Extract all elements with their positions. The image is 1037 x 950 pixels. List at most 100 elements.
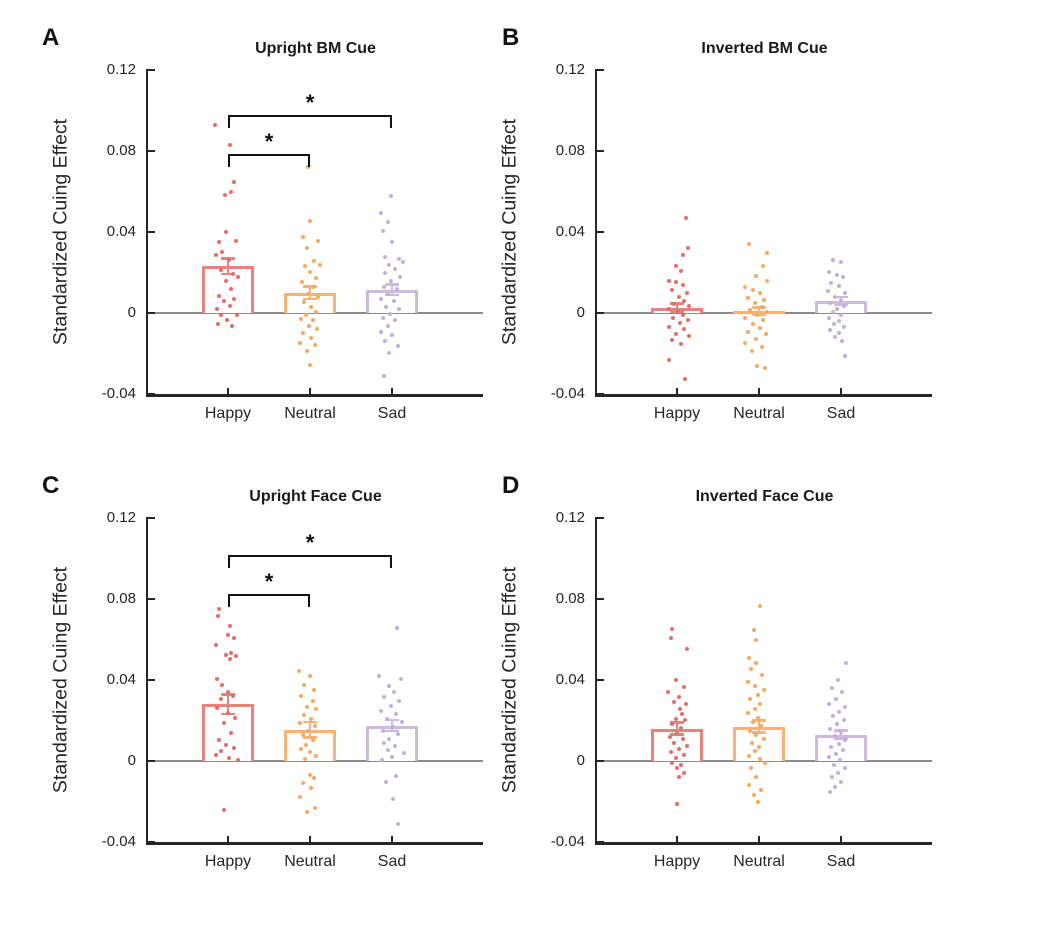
data-point-neutral xyxy=(751,287,755,292)
x-tick xyxy=(308,388,312,394)
error-cap-bottom xyxy=(303,297,317,301)
panel-title-d: Inverted Face Cue xyxy=(695,488,834,505)
data-point-happy xyxy=(674,716,678,721)
data-point-sad xyxy=(385,717,389,722)
y-tick xyxy=(148,149,155,153)
data-point-neutral xyxy=(757,745,761,750)
data-point-happy xyxy=(224,279,228,284)
data-point-neutral xyxy=(309,717,313,722)
data-point-sad xyxy=(833,784,837,789)
panel-title-b: Inverted BM Cue xyxy=(701,40,828,57)
data-point-happy xyxy=(219,749,223,754)
data-point-happy xyxy=(222,720,226,725)
data-point-sad xyxy=(832,762,836,767)
data-point-neutral xyxy=(301,331,305,336)
data-point-neutral xyxy=(753,301,757,306)
data-point-happy xyxy=(679,762,683,767)
error-cap-bottom xyxy=(834,303,848,307)
data-point-happy xyxy=(229,650,233,655)
data-point-happy xyxy=(679,725,683,730)
data-point-neutral xyxy=(301,781,305,786)
data-point-sad xyxy=(402,751,406,756)
y-tick-label: -0.04 xyxy=(101,833,136,850)
x-tick-label-neutral: Neutral xyxy=(733,405,785,422)
data-point-sad xyxy=(837,284,841,289)
data-point-happy xyxy=(675,801,679,806)
y-tick-label: 0 xyxy=(127,752,136,769)
x-axis-spine xyxy=(594,842,932,845)
data-point-happy xyxy=(686,317,690,322)
data-point-neutral xyxy=(309,785,313,790)
data-point-neutral xyxy=(762,736,766,741)
data-point-neutral xyxy=(299,317,303,322)
x-tick xyxy=(308,836,312,842)
x-axis-spine xyxy=(594,394,932,397)
data-point-neutral xyxy=(747,241,751,246)
data-point-neutral xyxy=(314,310,318,315)
data-point-sad xyxy=(379,210,383,215)
data-point-happy xyxy=(669,636,673,641)
data-point-neutral xyxy=(758,291,762,296)
data-point-happy xyxy=(226,690,230,695)
data-point-happy xyxy=(228,303,232,308)
data-point-happy xyxy=(680,712,684,717)
data-point-sad xyxy=(386,220,390,225)
data-point-sad xyxy=(394,712,398,717)
data-point-sad xyxy=(827,269,831,274)
data-point-sad xyxy=(842,324,846,329)
data-point-neutral xyxy=(312,776,316,781)
data-point-neutral xyxy=(747,753,751,758)
data-point-sad xyxy=(832,321,836,326)
y-axis-spine xyxy=(145,69,148,397)
data-point-happy xyxy=(670,337,674,342)
data-point-happy xyxy=(228,142,232,147)
y-tick xyxy=(148,230,155,234)
data-point-neutral xyxy=(746,295,750,300)
data-point-happy xyxy=(227,257,231,262)
error-cap-top xyxy=(385,283,399,286)
data-point-sad xyxy=(387,263,391,267)
data-point-happy xyxy=(677,747,681,752)
y-tick-label: 0.12 xyxy=(106,61,136,78)
data-point-sad xyxy=(386,748,390,753)
data-point-happy xyxy=(236,757,240,762)
data-point-neutral xyxy=(316,238,320,243)
data-point-happy xyxy=(229,730,233,735)
data-point-neutral xyxy=(755,312,759,317)
data-point-neutral xyxy=(754,637,758,642)
data-point-happy xyxy=(226,710,230,715)
x-tick-label-happy: Happy xyxy=(204,405,252,422)
data-point-happy xyxy=(674,756,678,761)
data-point-happy xyxy=(674,331,678,336)
data-point-happy xyxy=(234,238,238,243)
data-point-neutral xyxy=(311,737,315,742)
data-point-neutral xyxy=(758,604,762,609)
data-point-sad xyxy=(395,626,399,631)
data-point-neutral xyxy=(763,366,767,371)
data-point-neutral xyxy=(759,723,763,728)
data-point-sad xyxy=(843,290,847,295)
data-point-happy xyxy=(666,690,670,695)
data-point-happy xyxy=(682,299,686,304)
y-tick xyxy=(148,392,155,396)
data-point-neutral xyxy=(309,304,313,309)
data-point-neutral xyxy=(751,719,755,724)
data-point-happy xyxy=(220,249,224,254)
data-point-sad xyxy=(396,343,400,348)
data-point-happy xyxy=(681,312,685,317)
data-point-neutral xyxy=(309,335,313,340)
error-bar-happy xyxy=(226,258,230,275)
data-point-happy xyxy=(215,307,219,312)
data-point-happy xyxy=(230,323,234,328)
data-point-sad xyxy=(399,676,403,681)
data-point-happy xyxy=(219,697,223,702)
data-point-happy xyxy=(674,263,678,268)
data-point-neutral xyxy=(750,740,754,745)
data-point-neutral xyxy=(315,326,319,331)
data-point-happy xyxy=(674,678,678,683)
data-point-sad xyxy=(828,726,832,731)
data-point-sad xyxy=(827,315,831,320)
data-point-happy xyxy=(667,357,671,362)
data-point-sad xyxy=(841,748,845,753)
